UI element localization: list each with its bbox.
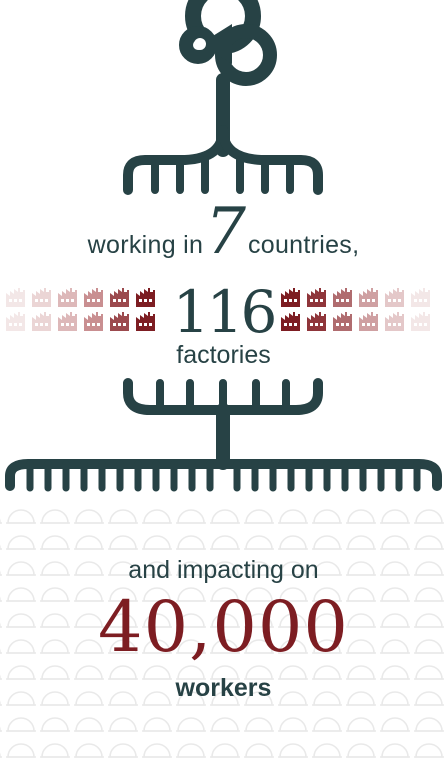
countries-prefix: working in	[87, 231, 204, 259]
trefoil-logo-icon	[179, 0, 277, 86]
factories-count: 116	[172, 278, 278, 346]
roots-graphic	[5, 378, 442, 492]
countries-suffix: countries,	[247, 231, 360, 259]
top-tree-graphic	[123, 0, 323, 195]
half-circle-pattern	[0, 505, 447, 758]
countries-count: 7	[205, 195, 246, 269]
countries-line: working in7countries,	[0, 200, 447, 264]
workers-count: 40,000	[98, 586, 349, 668]
factories-label: factories	[176, 341, 271, 369]
workers-label: workers	[175, 674, 272, 702]
impact-label: and impacting on	[128, 556, 319, 584]
